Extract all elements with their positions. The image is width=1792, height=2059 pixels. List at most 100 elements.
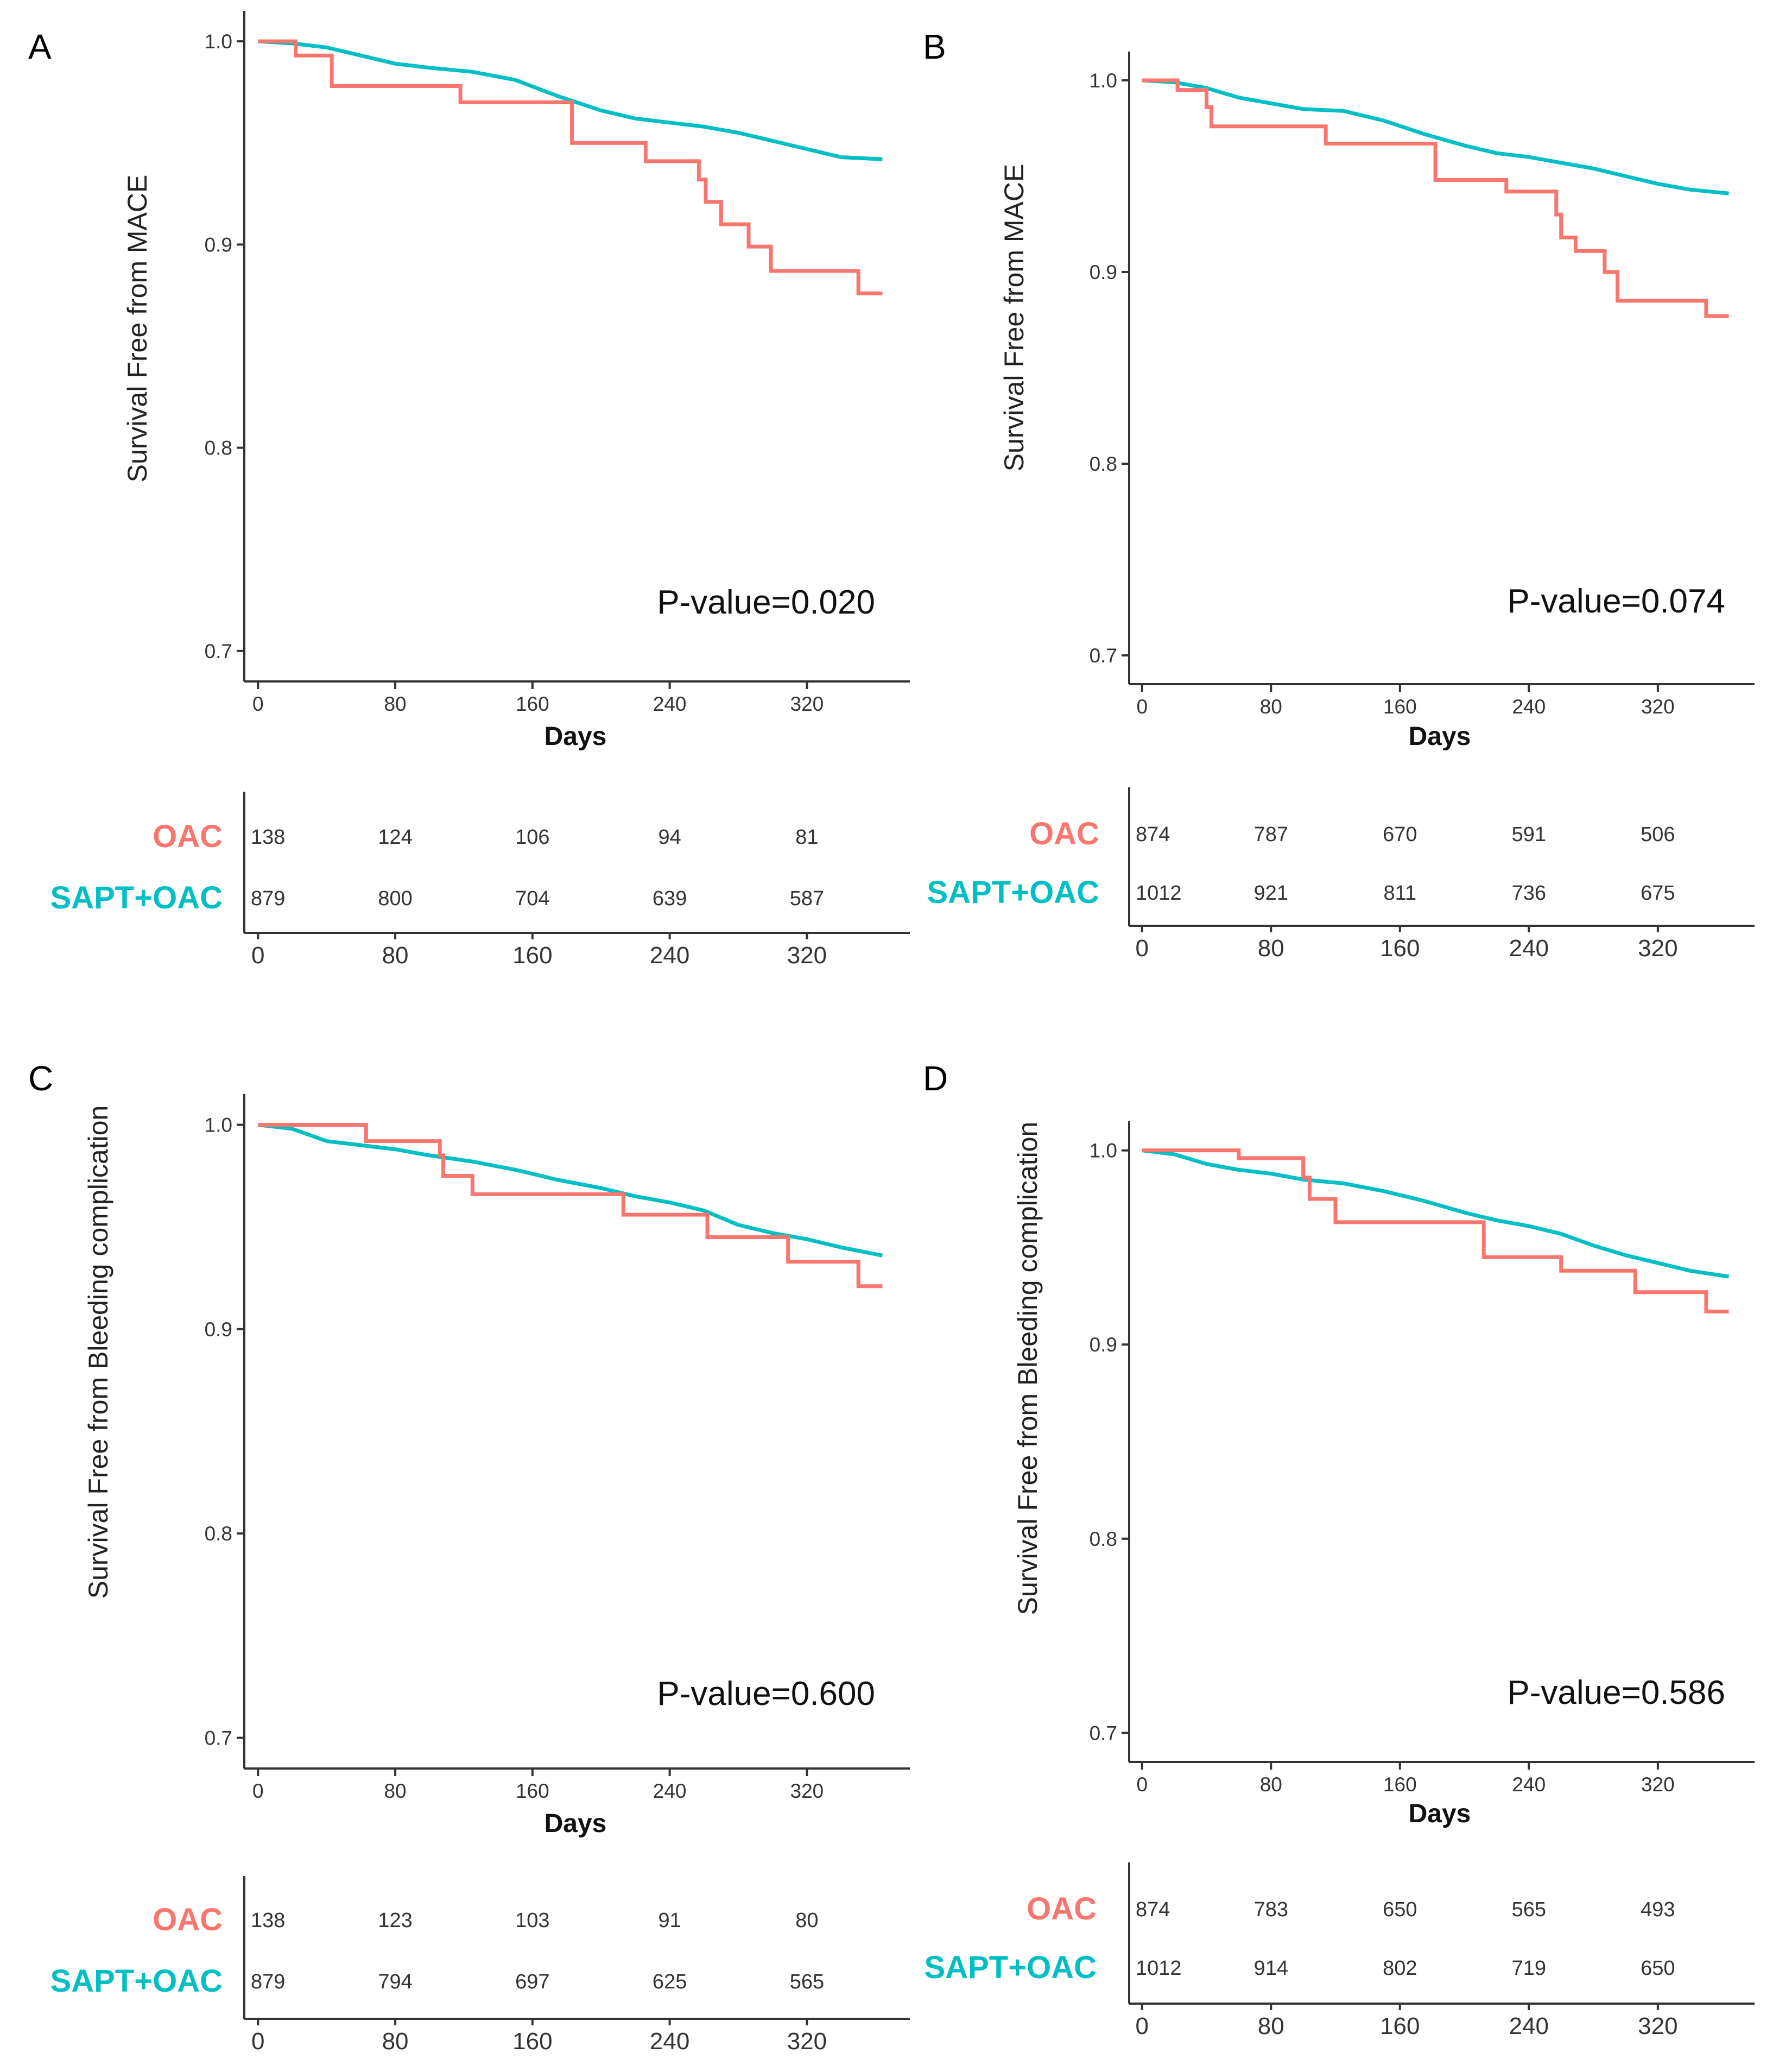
- risk-count: 138: [251, 1909, 285, 1932]
- risk-count: 794: [378, 1970, 412, 1993]
- risk-count: 80: [795, 1909, 818, 1932]
- risk-table-tick-label: 320: [787, 942, 827, 969]
- p-value-label: P-value=0.074: [1507, 583, 1725, 620]
- x-tick-label: 240: [653, 693, 687, 715]
- y-tick-label: 1.0: [205, 1114, 232, 1136]
- risk-count: 565: [790, 1970, 824, 1993]
- sapt-oac-survival-curve: [257, 1123, 883, 1258]
- y-tick-label: 1.0: [205, 30, 232, 53]
- risk-count: 670: [1383, 823, 1417, 846]
- panel-letter: D: [923, 1059, 948, 1098]
- risk-count: 81: [795, 826, 818, 849]
- plot-area: 0.7 0.8 0.9 1.0 0 80 160 240 320: [1090, 52, 1755, 718]
- x-tick-label: 160: [516, 693, 549, 715]
- y-tick-label: 0.7: [1090, 1722, 1117, 1744]
- y-tick-label: 0.7: [205, 1727, 232, 1749]
- risk-count: 625: [653, 1970, 687, 1993]
- x-tick-label: 160: [1383, 1773, 1417, 1796]
- y-tick-label: 1.0: [1090, 70, 1117, 92]
- panel-d: D Survival Free from Bleeding complicati…: [923, 1059, 1755, 2039]
- risk-table: OAC 138 123 103 91 80 SAPT+OAC 879 794 697 625 565 0…: [50, 1876, 910, 2055]
- risk-table-tick-label: 80: [382, 942, 409, 969]
- x-tick-label: 80: [384, 1780, 406, 1802]
- sapt-oac-survival-curve: [258, 39, 883, 161]
- oac-group-label: OAC: [153, 1902, 223, 1937]
- risk-table: OAC 138 124 106 94 81 SAPT+OAC 879 800 704 639 587 0…: [50, 792, 910, 969]
- risk-count: 103: [515, 1909, 549, 1932]
- risk-count: 506: [1641, 823, 1675, 846]
- panel-c: C Survival Free from Bleeding complicati…: [28, 1059, 910, 2055]
- risk-count: 639: [653, 887, 687, 910]
- panel-b: B Survival Free from MACE 0.7 0.8 0.9 1.0 0 8…: [923, 27, 1755, 962]
- sapt-oac-survival-curve: [1142, 1148, 1730, 1279]
- oac-survival-curve: [1142, 1148, 1729, 1313]
- x-tick-label: 0: [252, 1780, 264, 1802]
- risk-count: 697: [515, 1970, 549, 1993]
- risk-count: 811: [1384, 882, 1417, 905]
- oac-group-label: OAC: [153, 819, 223, 854]
- risk-count: 874: [1136, 823, 1170, 846]
- oac-survival-curve: [258, 1123, 883, 1289]
- sapt-oac-group-label: SAPT+OAC: [927, 875, 1099, 910]
- sapt-oac-group-label: SAPT+OAC: [925, 1950, 1097, 1985]
- risk-count: 675: [1641, 882, 1675, 905]
- y-tick-label: 0.9: [205, 233, 232, 256]
- x-tick-label: 80: [1260, 1773, 1282, 1796]
- oac-survival-curve: [258, 39, 883, 295]
- panel-letter: B: [923, 27, 946, 66]
- risk-table-tick-label: 80: [1258, 2013, 1284, 2039]
- y-tick-label: 0.8: [1090, 1528, 1117, 1550]
- y-axis-title: Survival Free from Bleeding complication: [1012, 1122, 1043, 1615]
- risk-count: 802: [1383, 1957, 1417, 1980]
- risk-table: OAC 874 787 670 591 506 SAPT+OAC 1012 921 811 736 6…: [927, 787, 1755, 962]
- risk-table-tick-label: 240: [1509, 2013, 1549, 2039]
- risk-table-tick-label: 240: [1509, 935, 1549, 962]
- y-tick-label: 0.9: [1090, 1334, 1117, 1356]
- risk-count: 138: [251, 826, 285, 849]
- plot-area: 0.7 0.8 0.9 1.0 0 80 160 240 320: [205, 1094, 910, 1802]
- x-tick-label: 240: [1512, 1773, 1546, 1796]
- risk-count: 879: [251, 1970, 285, 1993]
- risk-table-tick-label: 0: [251, 942, 264, 969]
- x-tick-label: 240: [1512, 696, 1546, 718]
- risk-table-tick-label: 80: [1258, 935, 1284, 962]
- x-tick-label: 320: [1641, 1773, 1675, 1796]
- risk-count: 736: [1512, 882, 1546, 905]
- y-tick-label: 0.9: [1090, 261, 1117, 283]
- y-tick-label: 0.7: [1090, 645, 1117, 667]
- risk-table-tick-label: 320: [1638, 935, 1677, 962]
- risk-count: 800: [378, 887, 412, 910]
- risk-count: 124: [378, 826, 412, 849]
- plot-area: 0.7 0.8 0.9 1.0 0 80 160 240 320: [1090, 1121, 1755, 1796]
- risk-table-tick-label: 240: [650, 2028, 689, 2055]
- risk-table-tick-label: 240: [650, 942, 689, 969]
- x-tick-label: 0: [1136, 696, 1148, 718]
- y-tick-label: 1.0: [1090, 1140, 1117, 1162]
- sapt-oac-group-label: SAPT+OAC: [50, 1963, 223, 1999]
- risk-count: 587: [790, 887, 824, 910]
- risk-table-tick-label: 0: [1136, 2013, 1149, 2039]
- x-axis-title: Days: [544, 1809, 607, 1838]
- x-tick-label: 240: [653, 1780, 687, 1802]
- risk-count: 565: [1512, 1898, 1546, 1921]
- risk-table-tick-label: 80: [382, 2028, 409, 2055]
- p-value-label: P-value=0.020: [657, 584, 875, 621]
- oac-group-label: OAC: [1029, 816, 1099, 851]
- risk-count: 1012: [1136, 882, 1182, 905]
- risk-count: 650: [1641, 1957, 1675, 1980]
- risk-count: 91: [658, 1909, 681, 1932]
- risk-count: 783: [1254, 1898, 1288, 1921]
- risk-count: 879: [251, 887, 285, 910]
- risk-count: 787: [1254, 823, 1288, 846]
- risk-count: 94: [658, 826, 681, 849]
- x-axis-title: Days: [544, 722, 607, 751]
- y-tick-label: 0.7: [205, 640, 232, 662]
- plot-area: 0.7 0.8 0.9 1.0 0 80 160 240 320: [205, 11, 910, 715]
- panel-letter: A: [28, 27, 52, 66]
- risk-table-tick-label: 160: [512, 942, 552, 969]
- oac-group-label: OAC: [1027, 1891, 1097, 1927]
- risk-table-tick-label: 160: [512, 2028, 552, 2055]
- p-value-label: P-value=0.600: [657, 1675, 875, 1713]
- x-tick-label: 320: [790, 693, 824, 715]
